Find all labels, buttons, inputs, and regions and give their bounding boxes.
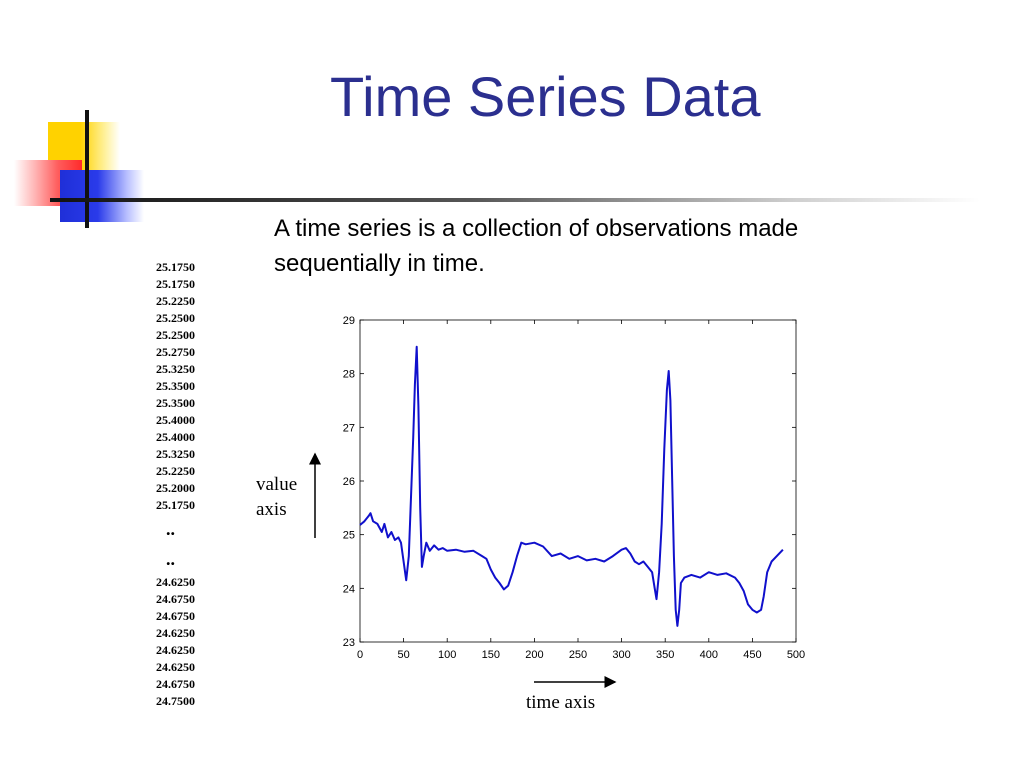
x-tick-label: 200 (525, 649, 543, 661)
data-value: 24.6750 (156, 592, 195, 606)
data-value: 25.2250 (156, 294, 195, 308)
data-value: 25.3500 (156, 396, 195, 410)
x-tick-label: 150 (482, 649, 500, 661)
data-value: 25.1750 (156, 277, 195, 291)
ellipsis: .. (166, 549, 175, 569)
decorative-vertical-line (85, 110, 89, 228)
x-tick-label: 0 (357, 649, 363, 661)
x-tick-label: 500 (787, 649, 805, 661)
data-value: 24.7500 (156, 694, 195, 708)
data-value: 24.6250 (156, 643, 195, 657)
data-value: 25.1750 (156, 498, 195, 512)
y-tick-label: 23 (343, 637, 355, 649)
y-tick-label: 27 (343, 422, 355, 434)
data-value: 25.2500 (156, 311, 195, 325)
slide-title: Time Series Data (330, 65, 761, 128)
data-value: 24.6250 (156, 626, 195, 640)
data-value: 25.2250 (156, 464, 195, 478)
x-tick-label: 250 (569, 649, 587, 661)
data-value: 25.3500 (156, 379, 195, 393)
value-axis-label: value axis (256, 474, 298, 520)
y-tick-label: 29 (343, 315, 355, 327)
data-value: 24.6750 (156, 677, 195, 691)
x-tick-label: 350 (656, 649, 674, 661)
title-divider-line (50, 198, 980, 202)
x-tick-label: 300 (612, 649, 630, 661)
data-value: 25.2750 (156, 345, 195, 359)
data-value: 24.6250 (156, 660, 195, 674)
data-value: 25.3250 (156, 362, 195, 376)
data-value: 25.2500 (156, 328, 195, 342)
decorative-blue-square (60, 170, 144, 222)
y-tick-label: 28 (343, 369, 355, 381)
plot-frame (359, 319, 797, 643)
data-value: 25.2000 (156, 481, 195, 495)
value-axis-annotation: value axis (256, 472, 308, 522)
time-axis-label: time axis (526, 692, 596, 713)
data-value: 25.4000 (156, 413, 195, 427)
y-tick-label: 26 (343, 476, 355, 488)
x-tick-label: 50 (397, 649, 409, 661)
data-value-column: 25.1750 25.1750 25.2250 25.2500 25.2500 25.27… (156, 259, 236, 710)
data-value: 24.6750 (156, 609, 195, 623)
data-value: 24.6250 (156, 575, 195, 589)
series-line (359, 345, 784, 627)
ellipsis: .. (166, 519, 175, 539)
time-series-chart: 0 50 100 150 200 250 300 350 400 450 500 23 24 25 26 27… (343, 315, 805, 661)
x-tick-label: 450 (743, 649, 761, 661)
y-tick-label: 24 (343, 583, 355, 595)
x-tick-label: 100 (438, 649, 456, 661)
data-value: 25.4000 (156, 430, 195, 444)
y-tick-label: 25 (343, 530, 355, 542)
data-value: 25.3250 (156, 447, 195, 461)
slide-description: A time series is a collection of observa… (274, 215, 799, 277)
data-value: 25.1750 (156, 260, 195, 274)
x-tick-label: 400 (700, 649, 718, 661)
